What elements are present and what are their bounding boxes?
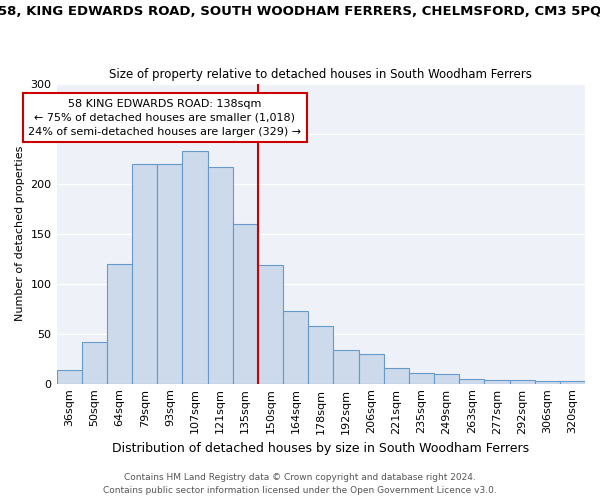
- Title: Size of property relative to detached houses in South Woodham Ferrers: Size of property relative to detached ho…: [109, 68, 532, 81]
- X-axis label: Distribution of detached houses by size in South Woodham Ferrers: Distribution of detached houses by size …: [112, 442, 529, 455]
- Bar: [258, 264, 283, 384]
- Bar: [359, 354, 383, 384]
- Text: 58 KING EDWARDS ROAD: 138sqm
← 75% of detached houses are smaller (1,018)
24% of: 58 KING EDWARDS ROAD: 138sqm ← 75% of de…: [28, 98, 301, 136]
- Y-axis label: Number of detached properties: Number of detached properties: [15, 146, 25, 322]
- Text: 58, KING EDWARDS ROAD, SOUTH WOODHAM FERRERS, CHELMSFORD, CM3 5PQ: 58, KING EDWARDS ROAD, SOUTH WOODHAM FER…: [0, 5, 600, 18]
- Text: Contains HM Land Registry data © Crown copyright and database right 2024.
Contai: Contains HM Land Registry data © Crown c…: [103, 474, 497, 495]
- Bar: [283, 310, 308, 384]
- Bar: [208, 166, 233, 384]
- Bar: [107, 264, 132, 384]
- Bar: [509, 380, 535, 384]
- Bar: [233, 224, 258, 384]
- Bar: [334, 350, 359, 384]
- Bar: [157, 164, 182, 384]
- Bar: [308, 326, 334, 384]
- Bar: [535, 380, 560, 384]
- Bar: [409, 372, 434, 384]
- Bar: [434, 374, 459, 384]
- Bar: [182, 150, 208, 384]
- Bar: [459, 378, 484, 384]
- Bar: [560, 380, 585, 384]
- Bar: [82, 342, 107, 384]
- Bar: [132, 164, 157, 384]
- Bar: [484, 380, 509, 384]
- Bar: [383, 368, 409, 384]
- Bar: [56, 370, 82, 384]
